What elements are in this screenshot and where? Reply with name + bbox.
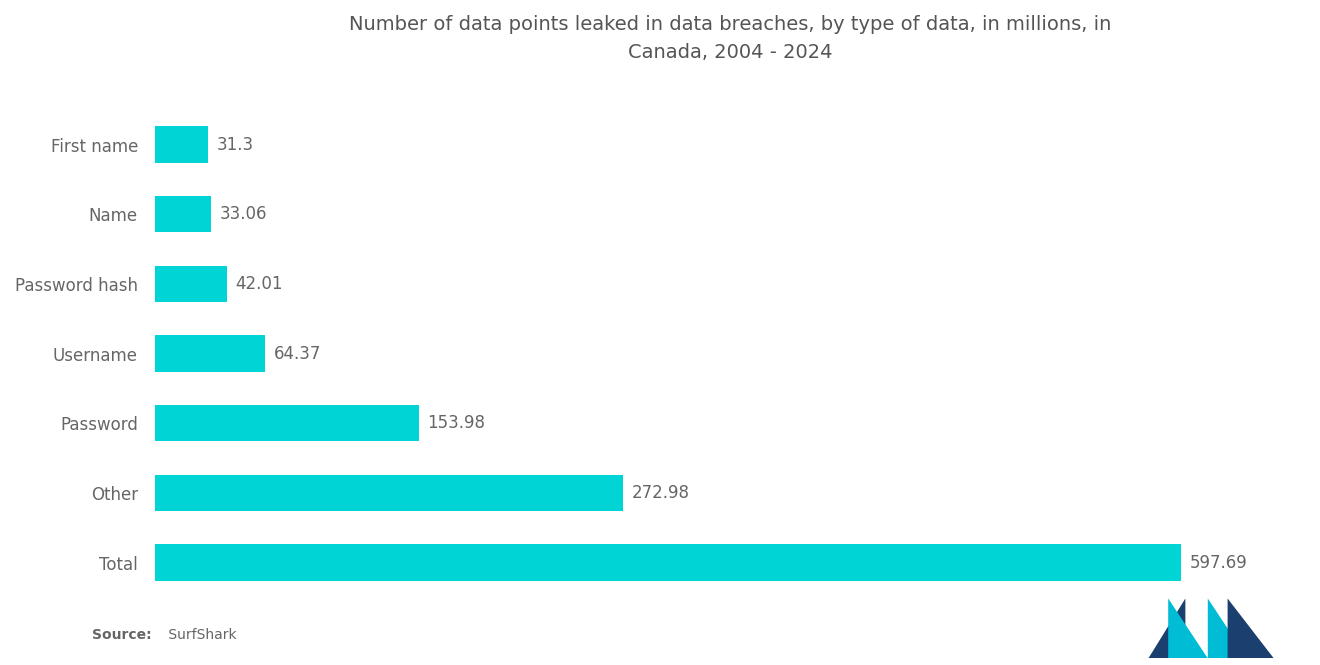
Bar: [154, 335, 265, 372]
Polygon shape: [1228, 598, 1274, 658]
Text: 31.3: 31.3: [216, 136, 255, 154]
Polygon shape: [1148, 598, 1185, 658]
Text: 272.98: 272.98: [632, 484, 690, 502]
Bar: [154, 196, 211, 232]
Polygon shape: [1208, 598, 1247, 658]
Text: 42.01: 42.01: [235, 275, 282, 293]
Bar: [154, 475, 623, 511]
Text: SurfShark: SurfShark: [164, 628, 236, 642]
Bar: [154, 405, 418, 442]
Bar: [154, 126, 209, 163]
Text: 597.69: 597.69: [1189, 554, 1247, 572]
Text: 33.06: 33.06: [220, 205, 268, 223]
Text: 153.98: 153.98: [428, 414, 486, 432]
Text: Source:: Source:: [92, 628, 152, 642]
Bar: [154, 545, 1181, 581]
Title: Number of data points leaked in data breaches, by type of data, in millions, in
: Number of data points leaked in data bre…: [348, 15, 1111, 62]
Text: 64.37: 64.37: [273, 344, 321, 362]
Bar: [154, 266, 227, 302]
Polygon shape: [1168, 598, 1208, 658]
